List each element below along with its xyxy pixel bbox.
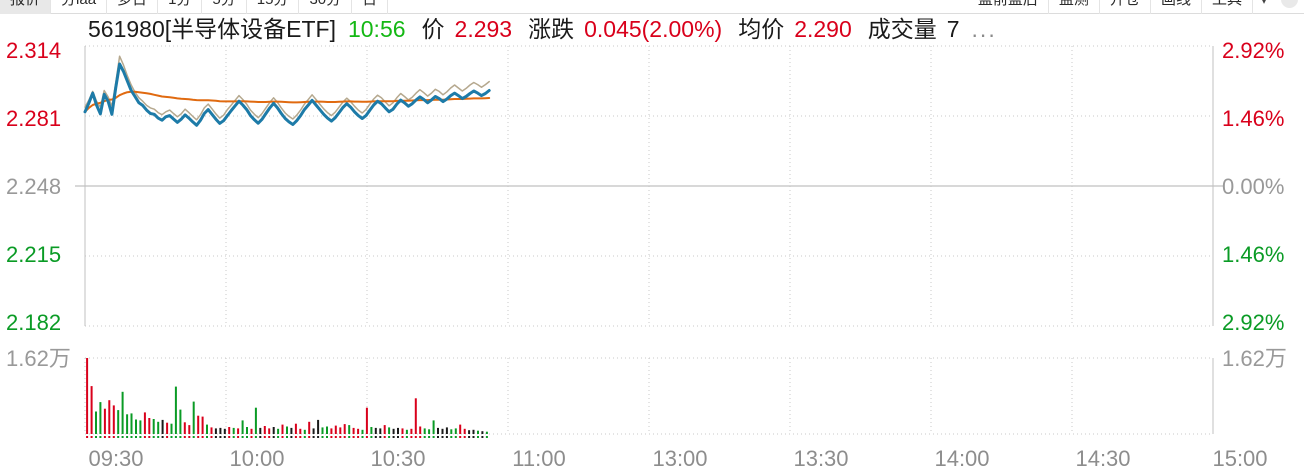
toolbar-item-prepost[interactable]: 盘前盘后 bbox=[968, 0, 1049, 14]
toolbar-item-intraday[interactable]: 分laa bbox=[51, 0, 108, 14]
volume-value: 7 bbox=[946, 16, 960, 42]
x-axis-tick-1330: 13:30 bbox=[793, 446, 849, 471]
price-label: 价 bbox=[421, 16, 445, 42]
x-axis-tick-1430: 14:30 bbox=[1075, 446, 1131, 471]
toolbar-item-1min[interactable]: 1分 bbox=[158, 0, 203, 14]
avg-price-value: 2.290 bbox=[794, 16, 852, 42]
toolbar-item-open-position[interactable]: 开仓 bbox=[1100, 0, 1151, 14]
toolbar-item-day[interactable]: 日 bbox=[352, 0, 389, 14]
y-axis-right-tick-0: 2.92% bbox=[1222, 38, 1285, 63]
toolbar-item-multiday[interactable]: 多日 bbox=[107, 0, 159, 14]
y-axis-left-tick-1: 2.281 bbox=[6, 106, 62, 131]
price-value: 2.293 bbox=[454, 16, 513, 42]
intraday-chart[interactable]: 2.314 2.281 2.248 2.215 2.182 1.62万 2.92… bbox=[0, 36, 1304, 470]
toolbar-item-quote[interactable]: 报价 bbox=[0, 0, 52, 14]
overflow-ellipsis[interactable]: ... bbox=[971, 16, 997, 42]
x-axis-tick-1100: 11:00 bbox=[512, 446, 566, 471]
y-axis-right-volume-max: 1.62万 bbox=[1222, 346, 1287, 371]
toolbar-item-15min[interactable]: 15分 bbox=[247, 0, 300, 14]
chevron-down-icon[interactable]: ▾ bbox=[1253, 0, 1275, 7]
x-axis-tick-1300: 13:00 bbox=[652, 446, 708, 471]
toolbar-item-30min[interactable]: 30分 bbox=[299, 0, 353, 14]
toolbar-item-monitor[interactable]: 监测 bbox=[1049, 0, 1100, 14]
toolbar-item-tools[interactable]: 工具 bbox=[1202, 0, 1253, 14]
security-code-name: 561980[半导体设备ETF] bbox=[88, 16, 336, 42]
y-axis-right-tick-2: 0.00% bbox=[1222, 174, 1285, 199]
toolbar-item-5min[interactable]: 5分 bbox=[202, 0, 247, 14]
change-label: 涨跌 bbox=[528, 16, 575, 42]
change-value: 0.045(2.00%) bbox=[584, 16, 723, 42]
y-axis-left-tick-2: 2.248 bbox=[6, 174, 62, 199]
toolbar-item-drawline[interactable]: 画线 bbox=[1151, 0, 1202, 14]
y-axis-left-volume-max: 1.62万 bbox=[6, 346, 71, 371]
quote-header: 561980[半导体设备ETF] 10:56 价 2.293 涨跌 0.045(… bbox=[0, 14, 1304, 44]
y-axis-right-tick-1: 1.46% bbox=[1222, 106, 1285, 131]
x-axis-tick-1030: 10:30 bbox=[370, 446, 426, 471]
top-toolbar: 报价 分laa 多日 1分 5分 15分 30分 日 盘前盘后 监测 开仓 画线… bbox=[0, 0, 1304, 14]
y-axis-right-tick-4: 2.92% bbox=[1222, 310, 1285, 335]
y-axis-left-tick-3: 2.215 bbox=[6, 242, 62, 267]
x-axis-tick-1500: 15:00 bbox=[1212, 446, 1268, 471]
volume-label: 成交量 bbox=[867, 16, 937, 42]
y-axis-left-tick-0: 2.314 bbox=[6, 38, 62, 63]
x-axis-tick-1400: 14:00 bbox=[934, 446, 990, 471]
y-axis-left-tick-4: 2.182 bbox=[6, 310, 62, 335]
x-axis-tick-1000: 10:00 bbox=[229, 446, 285, 471]
y-axis-right-tick-3: 1.46% bbox=[1222, 242, 1285, 267]
x-axis-tick-0930: 09:30 bbox=[88, 446, 144, 471]
chart-canvas bbox=[75, 45, 1223, 438]
circle-button-icon[interactable] bbox=[1281, 0, 1298, 8]
avg-price-label: 均价 bbox=[738, 16, 785, 42]
quote-time: 10:56 bbox=[347, 16, 406, 42]
